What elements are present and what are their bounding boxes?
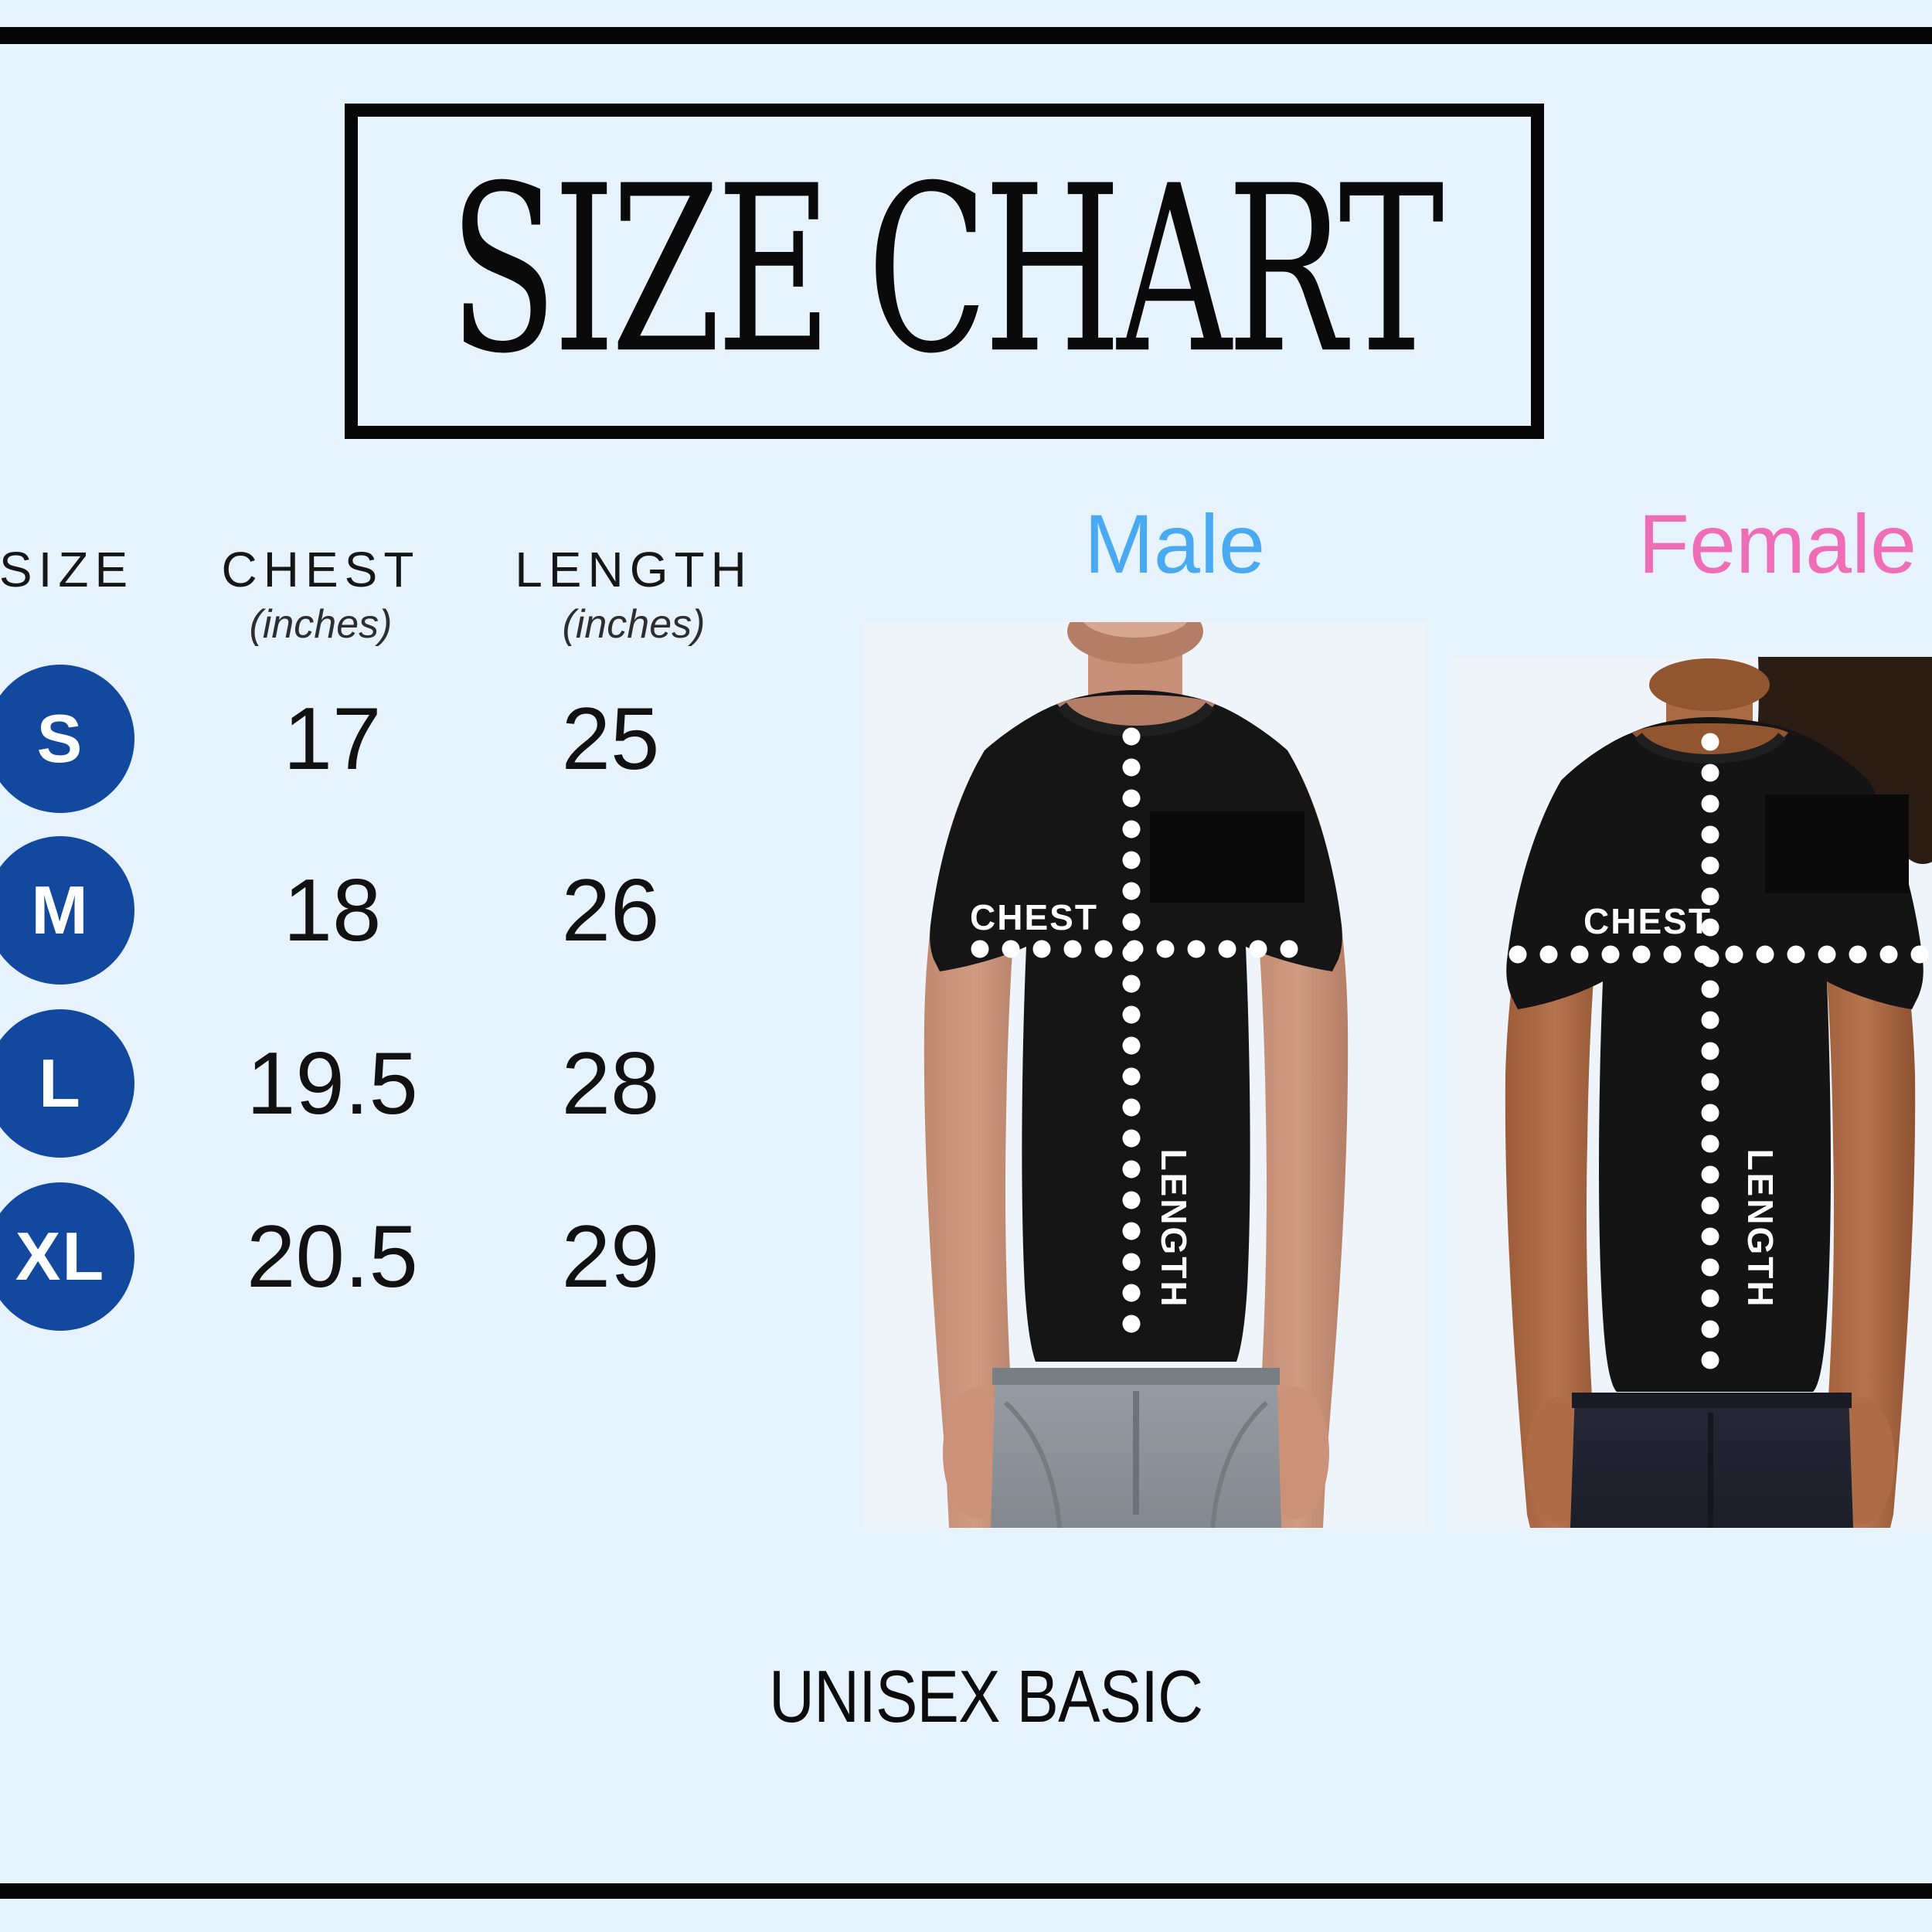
male-collar	[1057, 695, 1215, 736]
column-header-chest-unit: (inches)	[249, 602, 393, 647]
male-chest-label: CHEST	[970, 897, 1098, 937]
top-frame-bar	[0, 27, 1932, 44]
chest-value-xl: 20.5	[247, 1208, 418, 1306]
page-title: SIZE CHART	[449, 137, 1444, 404]
male-chest-print-blackout	[1150, 811, 1304, 903]
size-badge-l: L	[0, 1009, 134, 1158]
chest-value-l: 19.5	[247, 1035, 418, 1133]
column-header-size: SIZE	[0, 542, 134, 597]
size-badge-s: S	[0, 665, 134, 813]
bottom-frame-bar	[0, 1883, 1932, 1899]
male-length-label: LENGTH	[1154, 1148, 1194, 1308]
male-shirt-photo: CHEST LENGTH	[862, 622, 1427, 1528]
female-jeans	[1570, 1393, 1853, 1528]
size-badge-xl: XL	[0, 1182, 134, 1331]
length-value-l: 28	[561, 1035, 660, 1133]
length-value-m: 26	[561, 862, 660, 960]
female-label: Female	[1638, 497, 1917, 590]
chest-value-m: 18	[283, 862, 382, 960]
title-box: SIZE CHART	[345, 104, 1544, 439]
male-jeans	[991, 1368, 1281, 1528]
chest-value-s: 17	[283, 690, 382, 788]
column-header-chest: CHEST	[221, 542, 420, 597]
male-label: Male	[1083, 497, 1266, 590]
length-value-s: 25	[561, 690, 660, 788]
length-value-xl: 29	[561, 1208, 660, 1306]
product-type-label: UNISEX BASIC	[769, 1655, 1203, 1738]
female-shirt-photo: CHEST LENGTH	[1453, 657, 1932, 1528]
size-badge-m: M	[0, 836, 134, 985]
female-chest-print-blackout	[1765, 794, 1909, 893]
column-header-length-unit: (inches)	[562, 602, 706, 647]
female-chest-label: CHEST	[1583, 901, 1712, 941]
female-length-label: LENGTH	[1740, 1148, 1781, 1308]
column-header-length: LENGTH	[515, 542, 753, 597]
